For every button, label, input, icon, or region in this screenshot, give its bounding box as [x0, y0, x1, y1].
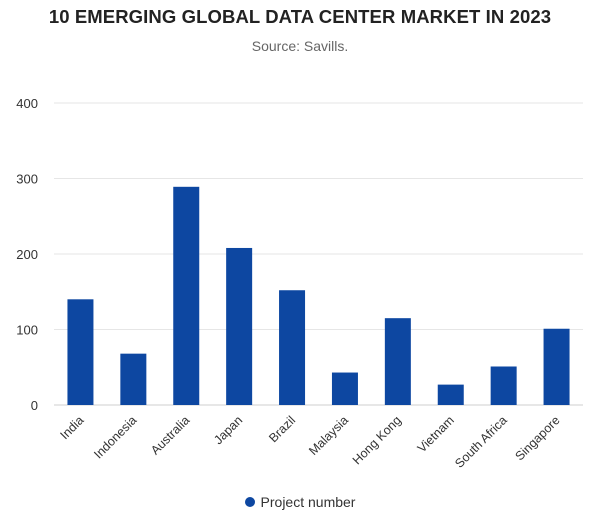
chart-title: 10 EMERGING GLOBAL DATA CENTER MARKET IN…	[48, 6, 552, 27]
x-tick-label: Malaysia	[306, 413, 351, 458]
bar[interactable]	[67, 299, 94, 405]
x-tick-label: Hong Kong	[350, 413, 404, 467]
chart-subtitle: Source: Savills.	[251, 38, 349, 54]
legend-marker-icon	[244, 497, 255, 507]
x-tick-label: Brazil	[266, 413, 298, 445]
x-tick-label: South Africa	[452, 413, 510, 471]
y-tick-label: 300	[16, 172, 38, 187]
bar[interactable]	[490, 366, 517, 405]
y-tick-label: 100	[16, 323, 38, 338]
x-tick-label: Vietnam	[415, 413, 457, 455]
bar[interactable]	[120, 353, 147, 405]
x-tick-label: Japan	[211, 413, 245, 447]
y-tick-label: 400	[16, 96, 38, 111]
x-tick-label: Australia	[148, 413, 192, 457]
bar[interactable]	[279, 290, 306, 405]
legend-label: Project number	[260, 494, 356, 510]
bar[interactable]	[437, 384, 464, 405]
x-tick-label: India	[58, 413, 87, 442]
x-tick-label: Singapore	[512, 413, 562, 463]
bar[interactable]	[173, 186, 200, 405]
chart-legend[interactable]: Project number	[0, 494, 600, 510]
bar[interactable]	[226, 247, 253, 405]
bar[interactable]	[384, 318, 411, 405]
bar[interactable]	[331, 372, 358, 405]
x-tick-label: Indonesia	[91, 413, 139, 461]
y-tick-label: 200	[16, 247, 38, 262]
bar[interactable]	[543, 328, 570, 405]
y-tick-label: 0	[31, 398, 38, 413]
